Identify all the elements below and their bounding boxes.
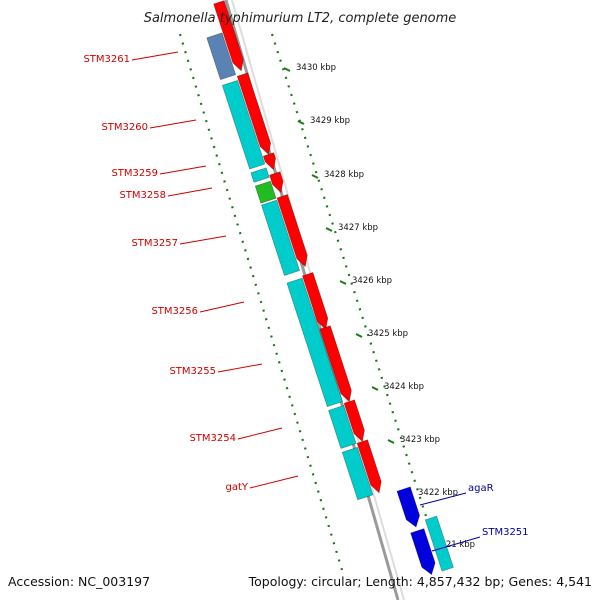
gene-stm3256-arrow (302, 272, 329, 331)
leader-line (217, 363, 263, 373)
scale-tick-mark (283, 67, 291, 72)
gene-label-left: STM3255 (169, 366, 216, 377)
gene-stm3260-bar (221, 79, 266, 170)
leader-line (199, 301, 245, 313)
gene-label-left: STM3260 (101, 122, 148, 133)
gene-stm3258-bar (254, 180, 277, 204)
gene-label-left: STM3258 (119, 190, 166, 201)
scale-tick-label: 3422 kbp (418, 488, 458, 498)
gene-gaty-arrow (356, 439, 382, 494)
gene-agar-arrow (396, 486, 420, 528)
gene-stm3259-bar (250, 167, 270, 183)
gene-stm3254-bar (341, 446, 374, 501)
gene-stm3254-arrow (343, 399, 365, 443)
gene-stm3261-bar (206, 32, 237, 81)
outer-dotted-track (270, 33, 442, 561)
gene-stm3251-arrow (410, 528, 436, 576)
scale-tick-mark (387, 439, 395, 444)
scale-tick-label: 3428 kbp (324, 170, 364, 180)
scale-tick-label: 3427 kbp (338, 223, 378, 233)
gene-label-left: STM3261 (83, 54, 130, 65)
gene-label-left: STM3259 (111, 168, 158, 179)
gene-label-left: STM3257 (131, 238, 178, 249)
scale-tick-label: 3430 kbp (296, 63, 336, 73)
leader-line (159, 165, 207, 175)
gene-label-right: STM3251 (482, 527, 529, 538)
accession-text: Accession: NC_003197 (8, 574, 150, 589)
leader-line (167, 187, 213, 197)
map-title: Salmonella typhimurium LT2, complete gen… (144, 11, 457, 26)
leader-line (419, 492, 467, 506)
scale-tick-mark (325, 227, 333, 232)
gene-stm3259-arrow (262, 152, 277, 171)
gene-label-left: STM3254 (189, 433, 236, 444)
gene-stm3260-arrow (236, 72, 272, 156)
scale-tick-mark (311, 174, 319, 179)
gene-stm3257-bar (261, 199, 301, 276)
gene-stm3255-bar (328, 405, 357, 449)
gene-label-right: agaR (468, 483, 494, 494)
scale-tick-label: 3421 kbp (435, 540, 475, 550)
leader-line (431, 536, 481, 552)
leader-line (149, 119, 197, 129)
scale-tick-mark (297, 120, 305, 125)
gene-stm3257-arrow (276, 194, 308, 268)
scale-tick-label: 3429 kbp (310, 116, 350, 126)
gene-stm3256-bar (286, 277, 343, 408)
leader-line (131, 51, 179, 61)
scale-tick-label: 3426 kbp (352, 276, 392, 286)
scale-tick-mark (355, 333, 363, 338)
scale-tick-label: 3424 kbp (384, 382, 424, 392)
inner-dotted-track (178, 33, 344, 571)
gene-label-left: gatY (225, 482, 248, 493)
leader-line (237, 427, 283, 440)
topology-text: Topology: circular; Length: 4,857,432 bp… (248, 574, 592, 589)
gene-stm3255-arrow (319, 325, 352, 403)
leader-line (249, 475, 299, 489)
gene-stm3258-arrow (269, 171, 284, 194)
scale-tick-label: 3423 kbp (400, 435, 440, 445)
scale-tick-mark (339, 280, 347, 285)
scale-tick-mark (371, 386, 379, 391)
leader-line (179, 235, 227, 245)
scale-tick-label: 3425 kbp (368, 329, 408, 339)
gene-stm3251-bar (424, 515, 454, 572)
gene-label-left: STM3256 (151, 306, 198, 317)
gene-stm3261-arrow (213, 0, 244, 72)
